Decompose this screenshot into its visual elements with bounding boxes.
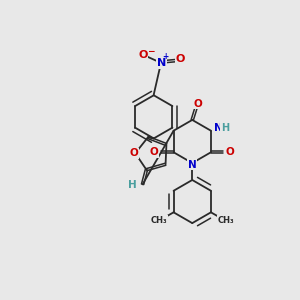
Text: O: O [129, 148, 138, 158]
Text: H: H [221, 123, 229, 134]
Text: CH₃: CH₃ [217, 215, 234, 224]
Text: N: N [188, 160, 197, 170]
Text: +: + [162, 52, 168, 61]
Text: O: O [150, 147, 159, 157]
Text: O: O [175, 54, 184, 64]
Text: O: O [138, 50, 148, 60]
Text: N: N [214, 123, 223, 134]
Text: O: O [193, 99, 202, 109]
Text: −: − [147, 47, 154, 56]
Text: H: H [128, 180, 137, 190]
Text: N: N [157, 58, 166, 68]
Text: CH₃: CH₃ [151, 215, 167, 224]
Text: O: O [226, 147, 235, 157]
